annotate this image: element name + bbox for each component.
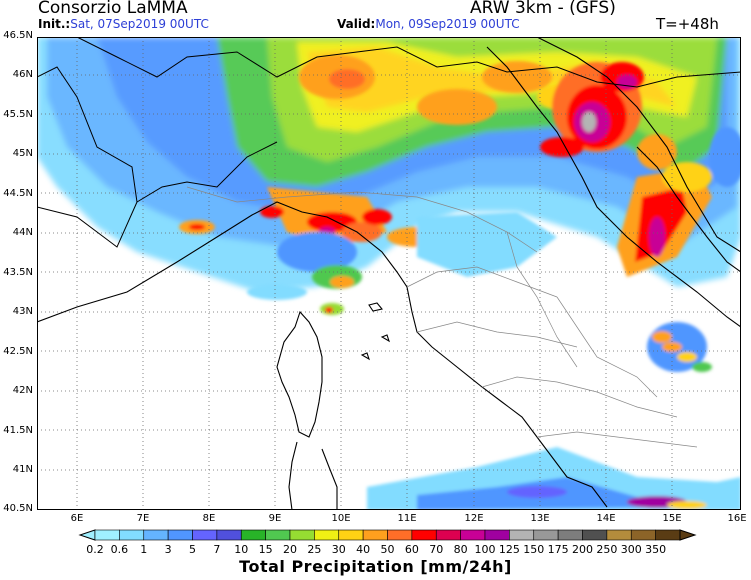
colorbar-swatch	[557, 529, 583, 541]
colorbar-title: Total Precipitation [mm/24h]	[239, 557, 512, 576]
lat-label: 44.5N	[3, 188, 33, 199]
colorbar-lower-arrow	[78, 529, 96, 541]
lat-label: 46N	[12, 69, 33, 80]
colorbar-tick-label: 250	[596, 543, 617, 556]
lon-label: 11E	[397, 513, 417, 524]
colorbar-tick-label: 125	[499, 543, 520, 556]
colorbar-tick-label: 0.6	[111, 543, 129, 556]
colorbar-tick-label: 30	[332, 543, 346, 556]
colorbar-swatch	[655, 529, 681, 541]
colorbar-tick-label: 70	[429, 543, 443, 556]
colorbar-tick-label: 40	[356, 543, 370, 556]
colorbar-swatch	[411, 529, 437, 541]
colorbar-swatch	[314, 529, 340, 541]
colorbar-swatch	[94, 529, 120, 541]
colorbar-tick-label: 300	[621, 543, 642, 556]
lat-label: 42N	[12, 385, 33, 396]
colorbar-tick-label: 20	[283, 543, 297, 556]
organization-title: Consorzio LaMMA	[38, 0, 188, 18]
colorbar-tick-label: 5	[189, 543, 196, 556]
colorbar-swatch	[216, 529, 242, 541]
lon-label: 12E	[464, 513, 484, 524]
colorbar-tick-label: 150	[523, 543, 544, 556]
lat-label: 40.5N	[3, 503, 33, 514]
colorbar-tick-label: 10	[234, 543, 248, 556]
colorbar-tick-label: 7	[213, 543, 220, 556]
lon-label: 6E	[70, 513, 84, 524]
colorbar-tick-label: 15	[259, 543, 273, 556]
colorbar-swatch	[265, 529, 291, 541]
colorbar-swatch	[582, 529, 608, 541]
colorbar-swatch	[460, 529, 486, 541]
lon-label: 16E	[727, 513, 747, 524]
precipitation-map	[37, 37, 741, 510]
colorbar-tick-label: 350	[645, 543, 666, 556]
lon-label: 7E	[136, 513, 150, 524]
valid-time: Valid:Mon, 09Sep2019 00UTC	[337, 17, 520, 31]
colorbar-swatch	[240, 529, 266, 541]
map-frame	[37, 37, 741, 510]
colorbar-upper-arrow	[679, 529, 697, 541]
init-value: Sat, 07Sep2019 00UTC	[70, 17, 209, 31]
precipitation-colorbar: 0.2 0.6 1 3 5 7 10 15 20 25 30 40 50 60 70 80 100 125 150 1…	[78, 529, 697, 556]
colorbar-swatch	[630, 529, 656, 541]
precipitation-field	[37, 37, 741, 510]
colorbar-swatch	[119, 529, 145, 541]
colorbar-tick-label: 1	[140, 543, 147, 556]
colorbar-tick-label: 0.2	[86, 543, 104, 556]
colorbar-swatch	[192, 529, 218, 541]
valid-value: Mon, 09Sep2019 00UTC	[375, 17, 520, 31]
lat-label: 45N	[12, 148, 33, 159]
colorbar-swatch	[338, 529, 364, 541]
lon-label: 8E	[202, 513, 216, 524]
forecast-timestep: T=+48h	[656, 15, 719, 33]
colorbar-swatch	[606, 529, 632, 541]
colorbar-tick-label: 100	[475, 543, 496, 556]
colorbar-swatch	[509, 529, 535, 541]
colorbar-swatch	[435, 529, 461, 541]
colorbar-swatch	[387, 529, 413, 541]
lon-label: 10E	[331, 513, 351, 524]
colorbar-tick-label: 25	[307, 543, 321, 556]
model-title: ARW 3km - (GFS)	[470, 0, 616, 18]
lon-label: 9E	[268, 513, 282, 524]
valid-label: Valid:	[337, 17, 376, 31]
colorbar-tick-label: 3	[165, 543, 172, 556]
lat-label: 41N	[12, 464, 33, 475]
colorbar-tick-label: 175	[548, 543, 569, 556]
borders	[37, 37, 741, 248]
init-label: Init.:	[38, 17, 71, 31]
colorbar-tick-label: 200	[572, 543, 593, 556]
lat-label: 43.5N	[3, 267, 33, 278]
init-time: Init.:Sat, 07Sep2019 00UTC	[38, 17, 209, 31]
colorbar-swatch	[143, 529, 169, 541]
colorbar-tick-label: 60	[405, 543, 419, 556]
colorbar-swatch	[484, 529, 510, 541]
lon-label: 15E	[662, 513, 682, 524]
colorbar-swatch	[533, 529, 559, 541]
lat-label: 43N	[12, 306, 33, 317]
colorbar-swatch	[289, 529, 315, 541]
lat-label: 44N	[12, 227, 33, 238]
lat-label: 41.5N	[3, 425, 33, 436]
colorbar-swatch	[362, 529, 388, 541]
lat-label: 46.5N	[3, 30, 33, 41]
colorbar-swatch	[167, 529, 193, 541]
lat-label: 42.5N	[3, 346, 33, 357]
colorbar-tick-label: 80	[454, 543, 468, 556]
regional-boundaries	[186, 186, 698, 448]
lat-label: 45.5N	[3, 109, 33, 120]
lon-label: 13E	[530, 513, 550, 524]
lon-label: 14E	[596, 513, 616, 524]
colorbar-tick-label: 50	[381, 543, 395, 556]
